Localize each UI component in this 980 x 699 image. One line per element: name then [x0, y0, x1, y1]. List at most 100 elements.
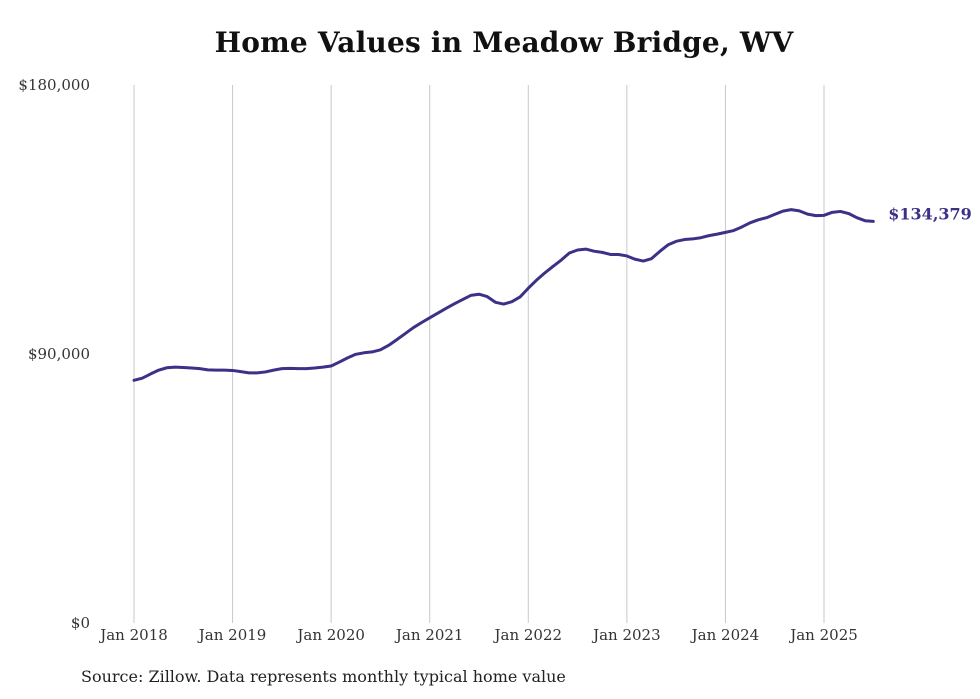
- data-point: [601, 251, 604, 254]
- data-point: [453, 302, 456, 305]
- data-point: [593, 250, 596, 253]
- data-point: [330, 364, 333, 367]
- x-tick-label: Jan 2023: [591, 626, 661, 644]
- data-point: [363, 351, 366, 354]
- data-point: [182, 366, 185, 369]
- data-point: [478, 293, 481, 296]
- data-point: [354, 353, 357, 356]
- data-point: [371, 350, 374, 353]
- chart-title: Home Values in Meadow Bridge, WV: [214, 26, 794, 59]
- data-point: [215, 369, 218, 372]
- x-tick-label: Jan 2025: [788, 626, 858, 644]
- data-point: [239, 370, 242, 373]
- data-point: [847, 212, 850, 215]
- y-axis-ticks: $0 $90,000 $180,000: [18, 76, 90, 632]
- data-point: [527, 287, 530, 290]
- data-point: [445, 307, 448, 310]
- data-point: [223, 369, 226, 372]
- data-point: [806, 213, 809, 216]
- source-note: Source: Zillow. Data represents monthly …: [81, 667, 566, 686]
- data-point: [149, 373, 152, 376]
- data-point: [297, 367, 300, 370]
- data-point: [412, 326, 415, 329]
- x-tick-label: Jan 2021: [394, 626, 464, 644]
- y-tick-label: $90,000: [28, 345, 90, 363]
- data-point: [502, 303, 505, 306]
- data-point: [535, 279, 538, 282]
- data-point: [634, 258, 637, 261]
- data-point: [675, 240, 678, 243]
- x-tick-label: Jan 2024: [690, 626, 760, 644]
- data-point: [749, 221, 752, 224]
- data-point: [305, 367, 308, 370]
- data-point: [872, 220, 875, 223]
- data-point: [765, 216, 768, 219]
- data-point: [757, 218, 760, 221]
- data-point: [814, 214, 817, 217]
- x-axis-ticks: Jan 2018 Jan 2019 Jan 2020 Jan 2021 Jan 2022…: [98, 626, 858, 644]
- data-point: [395, 338, 398, 341]
- data-point: [420, 321, 423, 324]
- data-point: [486, 295, 489, 298]
- data-point: [617, 253, 620, 256]
- data-point: [510, 300, 513, 303]
- x-tick-label: Jan 2018: [98, 626, 168, 644]
- data-point: [428, 316, 431, 319]
- data-point: [609, 253, 612, 256]
- data-point: [313, 367, 316, 370]
- data-point: [699, 236, 702, 239]
- data-point: [650, 257, 653, 260]
- data-point: [864, 219, 867, 222]
- data-point: [740, 225, 743, 228]
- data-point: [338, 361, 341, 364]
- data-point: [469, 294, 472, 297]
- data-point: [831, 211, 834, 214]
- data-point: [379, 348, 382, 351]
- data-point: [346, 356, 349, 359]
- data-point: [625, 254, 628, 257]
- data-point: [683, 238, 686, 241]
- data-point: [781, 210, 784, 213]
- data-point: [248, 371, 251, 374]
- x-tick-label: Jan 2019: [197, 626, 267, 644]
- data-point: [798, 209, 801, 212]
- data-point: [790, 208, 793, 211]
- gridlines: [133, 85, 825, 623]
- x-tick-label: Jan 2022: [493, 626, 563, 644]
- data-point: [642, 260, 645, 263]
- data-point: [206, 368, 209, 371]
- data-point: [773, 213, 776, 216]
- data-point: [387, 344, 390, 347]
- data-point: [404, 332, 407, 335]
- data-point: [708, 234, 711, 237]
- data-point: [576, 248, 579, 251]
- data-point: [691, 237, 694, 240]
- data-point: [560, 259, 563, 262]
- data-point: [165, 366, 168, 369]
- data-point: [839, 210, 842, 213]
- data-point: [264, 370, 267, 373]
- data-point: [141, 377, 144, 380]
- data-point: [190, 367, 193, 370]
- data-point: [568, 251, 571, 254]
- data-point: [855, 216, 858, 219]
- data-point: [823, 214, 826, 217]
- data-point: [658, 250, 661, 253]
- data-point: [256, 371, 259, 374]
- data-point: [543, 272, 546, 275]
- data-point: [716, 233, 719, 236]
- data-point: [289, 367, 292, 370]
- data-point: [157, 369, 160, 372]
- series-layer: $134,379: [132, 204, 972, 382]
- data-point: [321, 366, 324, 369]
- data-point: [732, 229, 735, 232]
- data-point: [272, 369, 275, 372]
- data-point: [133, 379, 136, 382]
- data-point: [666, 243, 669, 246]
- data-point: [584, 248, 587, 251]
- data-point: [174, 366, 177, 369]
- y-tick-label: $0: [71, 614, 90, 632]
- data-point: [231, 369, 234, 372]
- series-line: [132, 208, 875, 382]
